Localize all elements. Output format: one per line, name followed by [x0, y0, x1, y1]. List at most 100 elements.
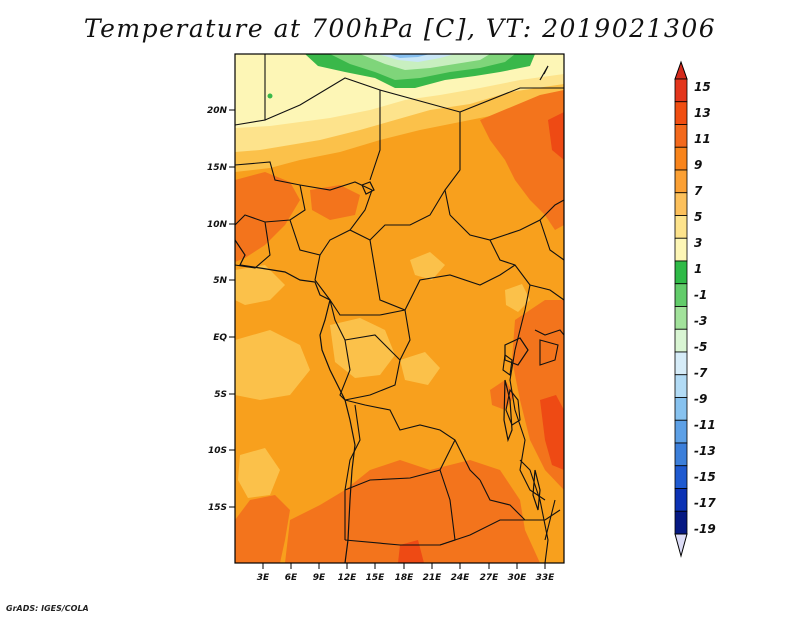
colorbar-cell — [674, 124, 688, 148]
colorbar-cells — [674, 78, 688, 535]
border-line — [509, 349, 546, 501]
field-warm-northeast — [480, 90, 564, 230]
colorbar-cell — [674, 192, 688, 216]
latitude-axis — [229, 109, 235, 508]
lat-label-5s: 5S — [214, 390, 227, 400]
field-hot-northeast — [548, 112, 564, 160]
field-cool-central — [400, 352, 440, 385]
field-cool-west — [235, 265, 285, 305]
lat-label-10s: 10S — [208, 446, 227, 456]
colorbar-label-11: 11 — [694, 132, 711, 146]
lon-label-3e: 3E — [257, 573, 270, 583]
border-line — [234, 184, 306, 226]
lon-label-24e: 24E — [451, 573, 471, 583]
field-spot-north — [267, 93, 273, 99]
colorbar-label-minus11: -11 — [694, 418, 716, 432]
colorbar-cell — [674, 306, 688, 330]
field-band-north-minus7 — [388, 54, 430, 58]
lon-label-18e: 18E — [395, 573, 415, 583]
field-cool-east — [505, 284, 530, 312]
border-line — [369, 189, 446, 241]
colorbar-cell — [674, 146, 688, 171]
coastlines — [234, 65, 549, 564]
border-line — [539, 219, 565, 261]
border-line — [344, 399, 481, 481]
colorbar-cell — [674, 419, 688, 444]
border-line — [234, 221, 271, 269]
field-cool-north-central — [410, 252, 445, 280]
colorbar-label-15: 15 — [694, 80, 711, 94]
border-line — [379, 89, 461, 216]
lon-label-27e: 27E — [480, 573, 500, 583]
country-borders — [234, 54, 565, 564]
border-line — [314, 254, 406, 316]
lake-chad — [361, 181, 375, 195]
border-line — [344, 439, 456, 491]
colorbar-cell — [674, 283, 688, 307]
colorbar-label-minus7: -7 — [694, 366, 708, 380]
colorbar-cell — [674, 442, 688, 467]
temperature-field — [235, 54, 564, 563]
colorbar-label-minus17: -17 — [694, 496, 716, 510]
map-frame — [234, 53, 565, 564]
colorbar-cell — [674, 488, 688, 512]
map-title: Temperature at 700hPa [C], VT: 201902130… — [83, 14, 717, 43]
lon-label-12e: 12E — [338, 573, 358, 583]
colorbar-label-1: 1 — [694, 262, 702, 276]
lat-label-15n: 15N — [207, 163, 228, 173]
lat-label-10n: 10N — [207, 220, 228, 230]
colorbar-label-5: 5 — [694, 210, 702, 224]
border-line — [449, 199, 565, 241]
colorbar-label-13: 13 — [694, 106, 711, 120]
colorbar-cell — [674, 78, 688, 103]
colorbar-label-minus5: -5 — [694, 340, 707, 354]
colorbar — [674, 60, 688, 558]
colorbar-cell — [674, 397, 688, 421]
border-line — [329, 299, 351, 401]
border-line — [505, 388, 521, 426]
coastline-red-sea — [539, 65, 549, 81]
colorbar-label-7: 7 — [694, 184, 703, 198]
border-line — [234, 161, 376, 271]
field-cool-congo — [330, 318, 395, 378]
field-warm-west-coast — [235, 172, 300, 262]
colorbar-label-minus19: -19 — [694, 522, 716, 536]
colorbar-cell — [674, 101, 688, 125]
lat-label-15s: 15S — [208, 503, 227, 513]
colorbar-cell — [674, 374, 688, 398]
field-warm-chad — [310, 185, 360, 220]
field-warm-south — [285, 460, 540, 563]
colorbar-label-minus1: -1 — [694, 288, 707, 302]
colorbar-label-minus3: -3 — [694, 314, 707, 328]
colorbar-cell — [674, 510, 688, 535]
border-line — [374, 264, 516, 311]
field-cool-southwest — [238, 448, 280, 498]
lat-label-5n: 5N — [213, 276, 227, 286]
grads-credit: GrADS: IGES/COLA — [6, 604, 89, 613]
border-line — [459, 87, 564, 113]
longitude-axis — [262, 563, 546, 569]
field-warm-east-small — [490, 380, 515, 410]
field-cool-gabon — [235, 330, 310, 400]
colorbar-top-arrow — [674, 60, 688, 80]
colorbar-cell — [674, 237, 688, 262]
border-line — [399, 309, 411, 361]
colorbar-cell — [674, 169, 688, 194]
colorbar-cell — [674, 328, 688, 353]
lat-label-eq: EQ — [213, 333, 227, 343]
field-hot-east — [540, 395, 564, 470]
border-line — [519, 459, 549, 564]
field-hot-south — [398, 540, 424, 563]
lon-label-21e: 21E — [423, 573, 443, 583]
colorbar-cell — [674, 215, 688, 239]
border-line — [544, 499, 556, 541]
colorbar-label-3: 3 — [694, 236, 702, 250]
border-line — [344, 404, 361, 540]
lat-label-20n: 20N — [207, 106, 228, 116]
colorbar-bottom-arrow — [674, 533, 688, 558]
colorbar-label-minus9: -9 — [694, 392, 707, 406]
border-line — [264, 77, 381, 181]
border-line — [539, 339, 559, 366]
lon-label-9e: 9E — [313, 573, 326, 583]
